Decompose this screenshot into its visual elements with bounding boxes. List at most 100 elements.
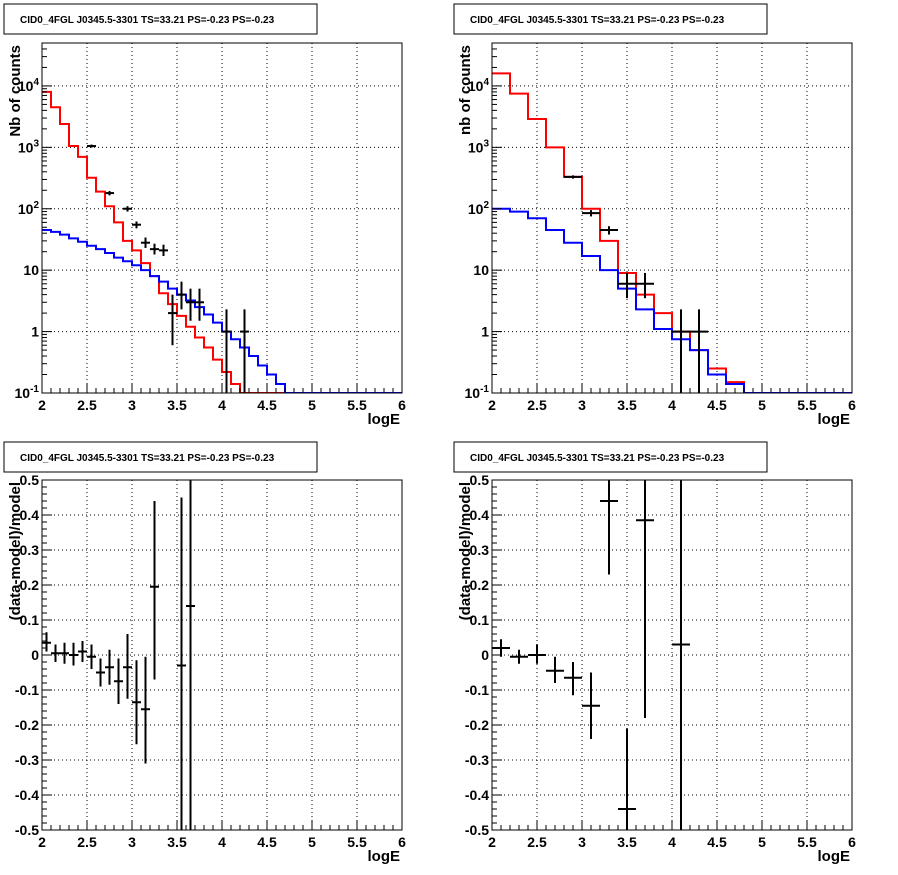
grid bbox=[42, 43, 402, 393]
x-tick-label: 5 bbox=[758, 834, 766, 850]
data-point bbox=[87, 644, 96, 669]
data-point bbox=[105, 190, 114, 196]
y-tick-label: 10-1 bbox=[465, 384, 490, 401]
data-point bbox=[600, 480, 618, 575]
chart-title: CID0_4FGL J0345.5-3301 TS=33.21 PS=-0.23… bbox=[20, 453, 275, 464]
chart-title: CID0_4FGL J0345.5-3301 TS=33.21 PS=-0.23… bbox=[470, 453, 725, 464]
errorbar-series bbox=[564, 175, 708, 393]
data-point bbox=[51, 644, 60, 662]
y-tick-label: -0.1 bbox=[15, 682, 39, 698]
x-tick-label: 3.5 bbox=[617, 397, 637, 413]
y-tick-label: 0 bbox=[481, 647, 489, 663]
chart-panel-3: CID0_4FGL J0345.5-3301 TS=33.21 PS=-0.23… bbox=[3, 441, 406, 865]
y-axis: -0.5 -0.4 -0.3 -0.2 -0.1 0 0.1 0.2 0.3 0.4 0.5 bbox=[15, 472, 52, 838]
title-box bbox=[453, 3, 768, 35]
y-tick-label: -0.5 bbox=[15, 822, 39, 838]
plot-area bbox=[492, 480, 690, 830]
y-tick-label: 0.1 bbox=[470, 612, 490, 628]
x-axis: 2 2.5 3 3.5 4 4.5 5 5.5 6 bbox=[488, 820, 856, 850]
x-axis-label: logE bbox=[368, 848, 401, 865]
y-axis: -0.5 -0.4 -0.3 -0.2 -0.1 0 0.1 0.2 0.3 0.4 0.5 bbox=[465, 472, 502, 838]
x-tick-label: 5.5 bbox=[797, 397, 817, 413]
data-point bbox=[690, 309, 708, 393]
errorbar-series bbox=[492, 480, 690, 830]
y-tick-label: -0.4 bbox=[15, 787, 39, 803]
x-axis-label: logE bbox=[818, 848, 851, 865]
x-tick-label: 5.5 bbox=[347, 834, 367, 850]
y-tick-label: 102 bbox=[468, 200, 490, 217]
x-tick-label: 2.5 bbox=[527, 397, 547, 413]
x-tick-label: 3 bbox=[578, 397, 586, 413]
x-tick-label: 5 bbox=[758, 397, 766, 413]
data-point bbox=[672, 309, 690, 393]
y-tick-label: -0.2 bbox=[15, 717, 39, 733]
data-point bbox=[150, 243, 159, 255]
chart-panel-1: CID0_4FGL J0345.5-3301 TS=33.21 PS=-0.23… bbox=[3, 3, 406, 428]
y-tick-label: 0.2 bbox=[20, 577, 40, 593]
y-tick-label: 103 bbox=[468, 138, 490, 155]
data-point bbox=[177, 281, 186, 310]
x-tick-label: 6 bbox=[398, 397, 406, 413]
plot-area bbox=[42, 90, 402, 393]
x-tick-label: 3 bbox=[578, 834, 586, 850]
data-point bbox=[582, 672, 600, 739]
histogram-series-1 bbox=[492, 72, 852, 393]
x-tick-label: 3 bbox=[128, 834, 136, 850]
x-tick-label: 2 bbox=[488, 397, 496, 413]
data-point bbox=[618, 272, 636, 299]
x-axis: 2 2.5 3 3.5 4 4.5 5 5.5 6 bbox=[38, 820, 406, 850]
data-point bbox=[636, 272, 654, 299]
grid bbox=[42, 480, 402, 830]
y-tick-label: 0.2 bbox=[470, 577, 490, 593]
x-tick-label: 3.5 bbox=[167, 834, 187, 850]
data-point bbox=[141, 656, 150, 764]
y-tick-label: -0.3 bbox=[465, 752, 489, 768]
data-point bbox=[186, 480, 195, 830]
x-tick-label: 4.5 bbox=[257, 834, 277, 850]
x-axis-label: logE bbox=[368, 411, 401, 428]
data-point bbox=[564, 662, 582, 696]
data-point bbox=[105, 649, 114, 685]
chart-title: CID0_4FGL J0345.5-3301 TS=33.21 PS=-0.23… bbox=[20, 15, 275, 26]
data-point bbox=[672, 480, 690, 830]
data-point bbox=[150, 501, 159, 680]
x-tick-label: 2 bbox=[38, 397, 46, 413]
data-point bbox=[132, 221, 141, 229]
x-tick-label: 2.5 bbox=[77, 397, 97, 413]
data-point bbox=[141, 237, 150, 248]
y-tick-label: 10 bbox=[23, 262, 39, 278]
x-tick-label: 3 bbox=[128, 397, 136, 413]
y-tick-label: 0.5 bbox=[470, 472, 490, 488]
histogram-series-2 bbox=[42, 229, 402, 393]
data-point bbox=[177, 497, 186, 830]
y-axis-label: Nb of counts bbox=[7, 45, 24, 137]
grid bbox=[492, 480, 852, 830]
histogram-series-1 bbox=[42, 90, 402, 393]
title-box bbox=[453, 441, 768, 473]
y-tick-label: 102 bbox=[18, 200, 40, 217]
y-tick-label: -0.5 bbox=[465, 822, 489, 838]
x-tick-label: 6 bbox=[848, 834, 856, 850]
x-axis: 2 2.5 3 3.5 4 4.5 5 5.5 6 bbox=[38, 383, 406, 413]
data-point bbox=[60, 642, 69, 664]
data-point bbox=[240, 309, 249, 393]
x-tick-label: 3.5 bbox=[617, 834, 637, 850]
data-point bbox=[600, 226, 618, 235]
x-tick-label: 4.5 bbox=[707, 834, 727, 850]
y-tick-label: 0.4 bbox=[470, 507, 490, 523]
data-point bbox=[186, 288, 195, 321]
data-point bbox=[42, 632, 51, 652]
x-tick-label: 3.5 bbox=[167, 397, 187, 413]
x-tick-label: 2 bbox=[488, 834, 496, 850]
data-point bbox=[78, 641, 87, 662]
y-tick-label: 0.4 bbox=[20, 507, 40, 523]
y-axis-label: (data-model)/model bbox=[457, 482, 474, 620]
x-tick-label: 4 bbox=[668, 834, 676, 850]
title-box bbox=[3, 3, 318, 35]
title-box bbox=[3, 441, 318, 473]
x-tick-label: 5 bbox=[308, 397, 316, 413]
x-tick-label: 6 bbox=[848, 397, 856, 413]
chart-panel-4: CID0_4FGL J0345.5-3301 TS=33.21 PS=-0.23… bbox=[453, 441, 856, 865]
y-tick-label: -0.1 bbox=[465, 682, 489, 698]
y-axis-label: nb of counts bbox=[457, 45, 474, 135]
